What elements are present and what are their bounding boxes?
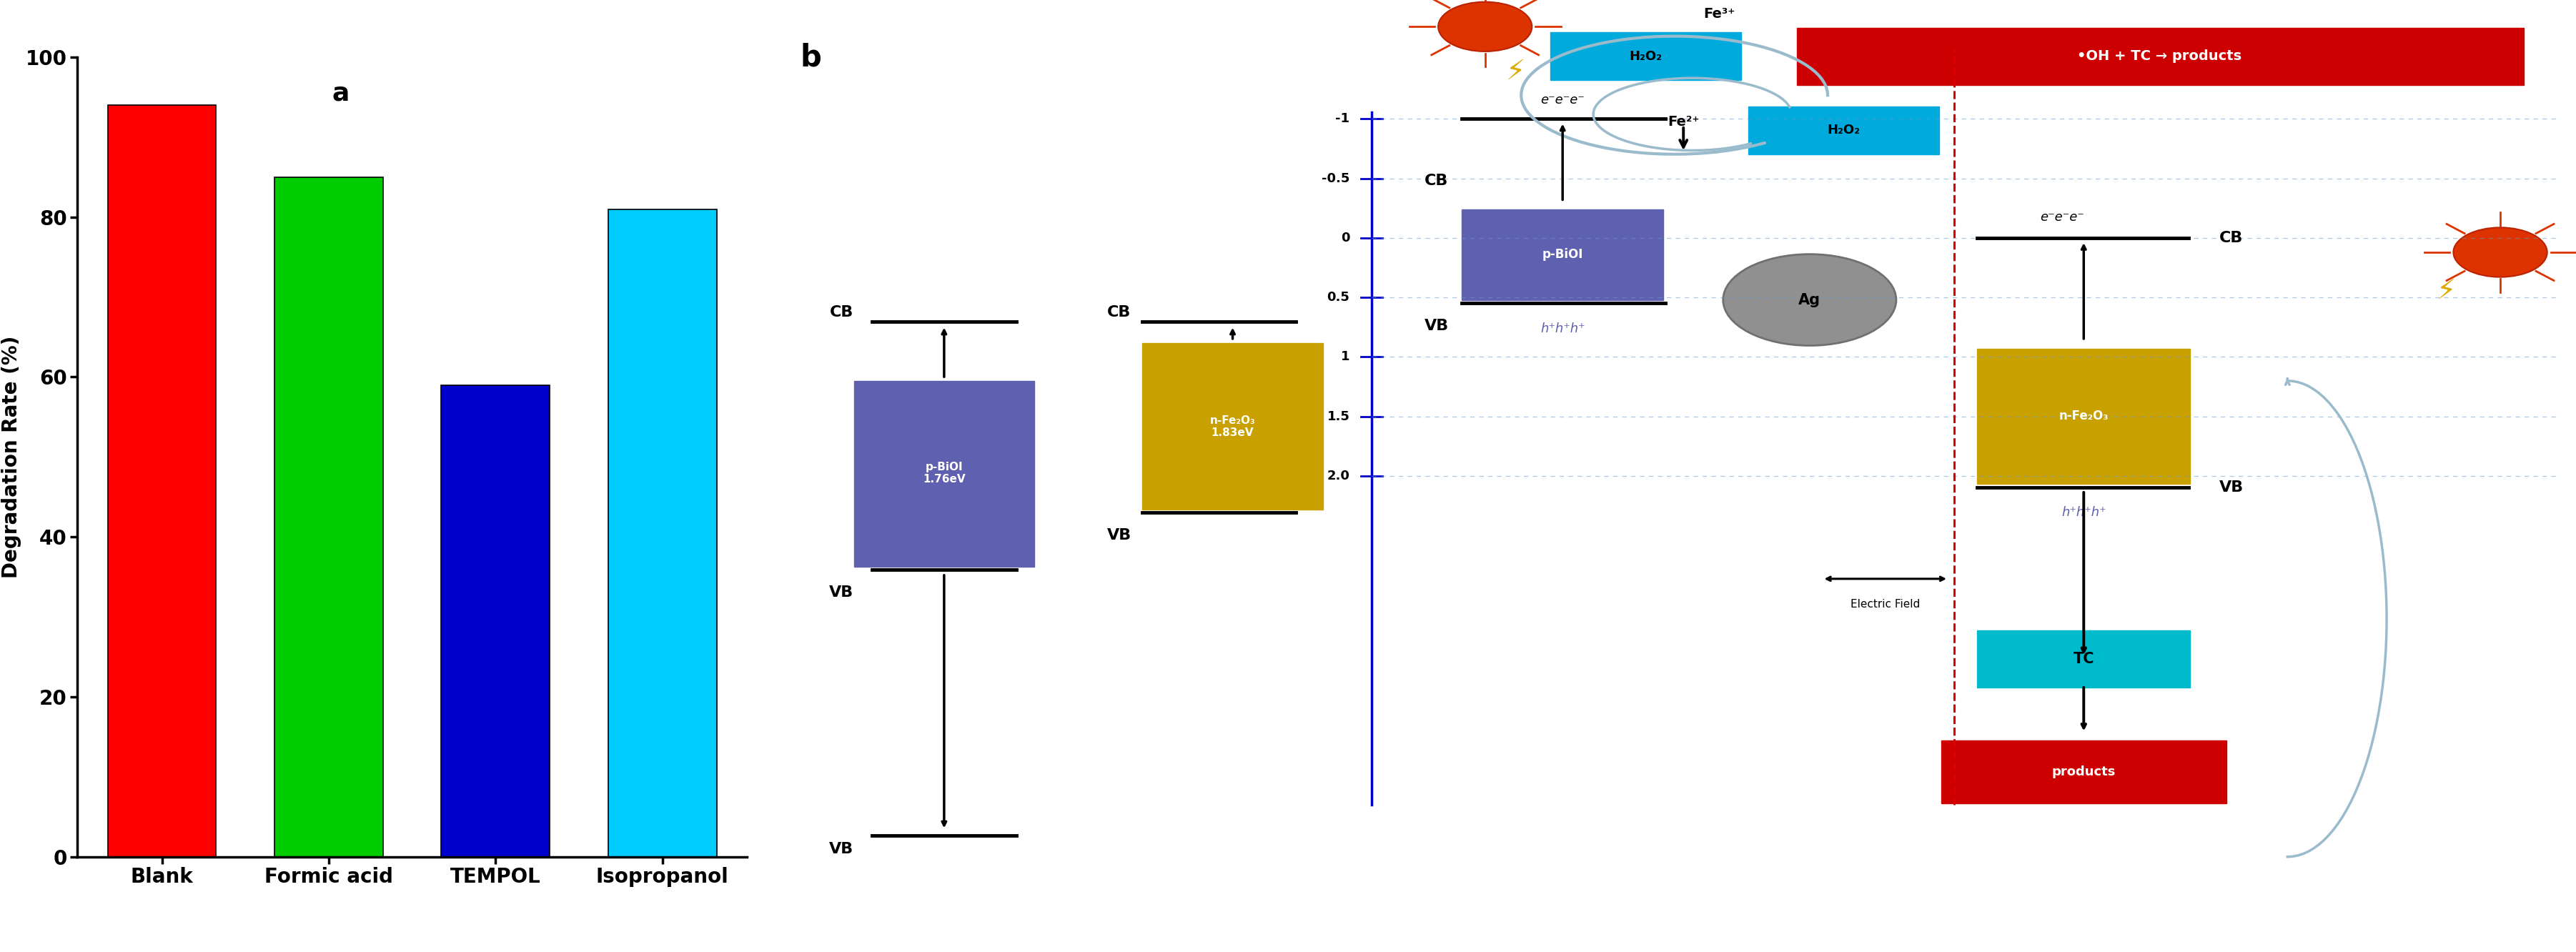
Text: p-BiOI
1.76eV: p-BiOI 1.76eV (922, 462, 966, 485)
FancyBboxPatch shape (1461, 209, 1664, 300)
Text: products: products (2053, 765, 2115, 779)
Text: h⁺h⁺h⁺: h⁺h⁺h⁺ (1540, 322, 1584, 335)
Text: VB: VB (2218, 480, 2244, 495)
Circle shape (2452, 228, 2548, 277)
Text: H₂O₂: H₂O₂ (1628, 50, 1662, 63)
Text: e⁻e⁻e⁻: e⁻e⁻e⁻ (2040, 210, 2084, 224)
Text: VB: VB (829, 585, 853, 600)
Text: 2.0: 2.0 (1327, 469, 1350, 483)
Text: b: b (801, 43, 822, 73)
FancyBboxPatch shape (855, 381, 1036, 566)
Text: Fe³⁺: Fe³⁺ (1703, 8, 1736, 21)
Text: -1: -1 (1334, 112, 1350, 126)
Text: CB: CB (1425, 173, 1448, 188)
Text: 0: 0 (1342, 231, 1350, 245)
Text: TC: TC (2074, 651, 2094, 666)
Circle shape (1723, 254, 1896, 346)
Text: VB: VB (829, 842, 853, 857)
FancyBboxPatch shape (1978, 630, 2190, 687)
Text: -0.5: -0.5 (1321, 172, 1350, 186)
Text: 1: 1 (1342, 350, 1350, 364)
Text: 0.5: 0.5 (1327, 290, 1350, 304)
Text: Electric Field: Electric Field (1850, 599, 1919, 610)
Text: Ag: Ag (1798, 292, 1821, 307)
Text: Fe²⁺: Fe²⁺ (1667, 115, 1700, 129)
Bar (608, 209, 716, 857)
Text: CB: CB (2218, 230, 2244, 246)
Text: CB: CB (829, 305, 853, 320)
Text: e⁻e⁻e⁻: e⁻e⁻e⁻ (1540, 93, 1584, 107)
FancyBboxPatch shape (1749, 107, 1940, 154)
Text: H₂O₂: H₂O₂ (1826, 124, 1860, 137)
FancyBboxPatch shape (1942, 741, 2226, 803)
Text: ⚡: ⚡ (1507, 58, 1525, 85)
Text: CB: CB (1108, 305, 1131, 320)
FancyBboxPatch shape (1978, 348, 2190, 484)
Circle shape (1437, 2, 1533, 51)
Text: p-BiOI: p-BiOI (1543, 248, 1584, 261)
Bar (108, 105, 216, 857)
Text: a: a (332, 81, 350, 106)
Text: •OH + TC → products: •OH + TC → products (2076, 50, 2241, 63)
Bar (440, 385, 549, 857)
Bar (276, 177, 384, 857)
Y-axis label: Degradation Rate (%): Degradation Rate (%) (3, 336, 21, 578)
Text: h⁺h⁺h⁺: h⁺h⁺h⁺ (2061, 506, 2107, 519)
FancyBboxPatch shape (1551, 32, 1741, 80)
FancyBboxPatch shape (1798, 28, 2524, 85)
Text: n-Fe₂O₃
1.83eV: n-Fe₂O₃ 1.83eV (1211, 415, 1255, 438)
Text: VB: VB (1425, 318, 1448, 333)
Text: VB: VB (1108, 527, 1131, 543)
Text: n-Fe₂O₃: n-Fe₂O₃ (2058, 409, 2110, 423)
Text: 1.5: 1.5 (1327, 410, 1350, 424)
Text: ⚡: ⚡ (2437, 277, 2455, 304)
FancyBboxPatch shape (1144, 343, 1324, 509)
